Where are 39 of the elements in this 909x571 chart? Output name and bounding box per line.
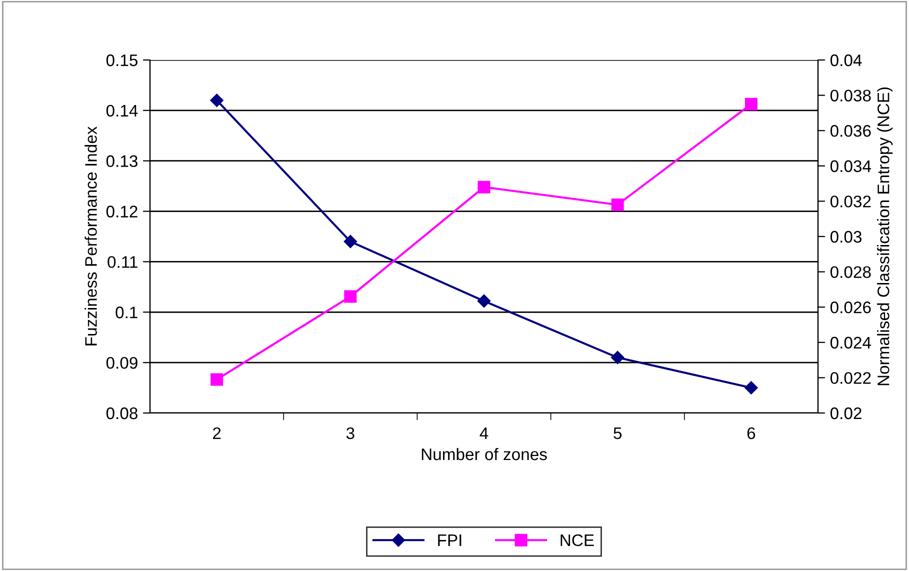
x-axis-title: Number of zones — [422, 448, 547, 460]
y-tick-label: 0.08 — [106, 407, 138, 420]
point — [744, 98, 758, 110]
y-tick-label: 0.13 — [106, 155, 138, 168]
y2-axis-title: Normalised Classification Entropy (NCE) — [877, 87, 893, 386]
y2-tick-label: 0.032 — [830, 196, 871, 208]
y2-tick-label: 0.038 — [830, 90, 871, 102]
y-tick-label: 0.11 — [108, 256, 138, 268]
y2-tick-label: 0.034 — [830, 160, 872, 172]
x-tick-label: 4 — [480, 428, 488, 439]
point — [611, 350, 624, 364]
y2-tick-label: 0.03 — [830, 230, 862, 243]
y-tick-label: 0.14 — [106, 104, 138, 117]
y2-tick-label: 0.04 — [830, 54, 862, 66]
x-tick-label: 6 — [747, 427, 756, 440]
point — [344, 234, 357, 248]
point — [611, 198, 624, 211]
x-tick-label: 3 — [346, 427, 354, 440]
y-axis-title: Fuzziness Performance Index — [84, 126, 97, 346]
y2-tick-label: 0.022 — [830, 372, 871, 384]
point — [344, 290, 357, 303]
y2-tick-label: 0.02 — [830, 407, 862, 420]
x-tick-label: 2 — [213, 427, 221, 439]
point — [744, 381, 758, 394]
y-tick-label: 0.1 — [116, 306, 138, 318]
y-tick-label: 0.09 — [106, 356, 138, 369]
point — [210, 94, 224, 107]
legend-label: FPI — [438, 534, 462, 546]
y-tick-label: 0.12 — [106, 206, 138, 218]
legend-label: NCE — [560, 534, 594, 546]
x-tick-label: 5 — [614, 428, 622, 440]
y2-tick-label: 0.028 — [830, 266, 871, 278]
point — [210, 373, 224, 386]
y-tick-label: 0.15 — [106, 54, 138, 66]
y2-tick-label: 0.024 — [830, 336, 872, 349]
point — [477, 294, 491, 308]
point — [478, 180, 490, 194]
y2-tick-label: 0.026 — [830, 302, 871, 314]
y2-tick-label: 0.036 — [830, 125, 871, 137]
